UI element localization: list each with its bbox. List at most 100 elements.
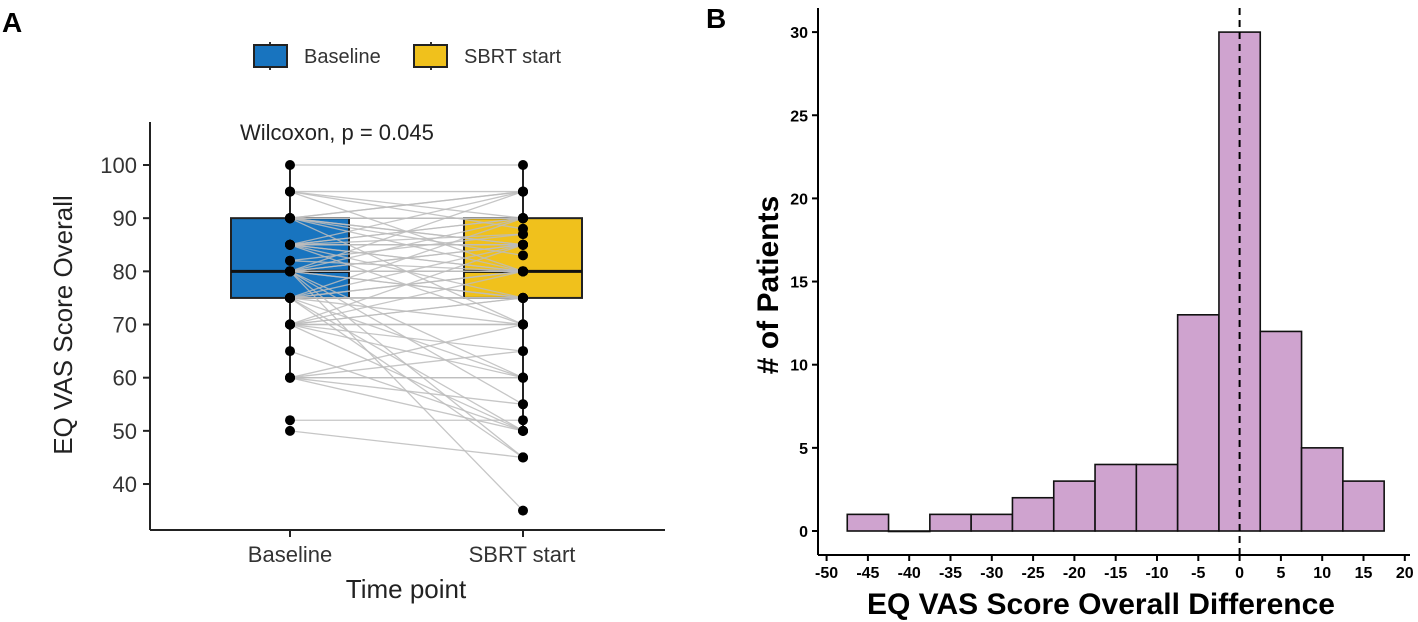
sbrt-point <box>518 346 528 357</box>
b-x-tick-label: 0 <box>1235 565 1244 582</box>
b-x-tick-label: -45 <box>856 565 879 582</box>
sbrt-point <box>518 229 528 240</box>
b-x-tick-label: -20 <box>1063 565 1086 582</box>
histogram-bar <box>1259 330 1303 532</box>
b-x-tick-label: 15 <box>1355 565 1373 582</box>
histogram-bar <box>1176 314 1220 532</box>
panel-label-a: A <box>2 7 22 38</box>
baseline-point <box>285 415 295 426</box>
panel-label-b: B <box>706 3 726 34</box>
b-x-tick-label: 10 <box>1313 565 1331 582</box>
b-x-tick-label: 20 <box>1396 565 1414 582</box>
b-x-tick-label: -35 <box>939 565 962 582</box>
histogram-bar <box>1135 463 1179 532</box>
b-y-tick-label: 5 <box>799 441 808 458</box>
baseline-point <box>285 346 295 357</box>
pair-line <box>289 323 524 379</box>
a-x-tick-label: SBRT start <box>469 542 576 567</box>
pair-line <box>289 190 524 246</box>
baseline-point <box>285 292 295 303</box>
histogram-bar <box>1052 480 1096 532</box>
sbrt-point <box>518 160 528 170</box>
sbrt-point <box>518 372 528 383</box>
pair-line <box>289 323 524 352</box>
pair-line <box>289 217 524 299</box>
baseline-point <box>285 319 295 330</box>
histogram-bar <box>846 513 890 532</box>
a-xlabel: Time point <box>346 574 467 604</box>
baseline-point <box>285 213 295 224</box>
a-y-tick-label: 70 <box>113 313 137 338</box>
a-y-tick-label: 90 <box>113 206 137 231</box>
a-y-tick-label: 40 <box>113 472 137 497</box>
sbrt-point <box>518 292 528 303</box>
b-y-tick-label: 15 <box>790 275 808 292</box>
histogram-bar <box>1342 480 1385 532</box>
pair-line <box>289 350 524 379</box>
b-xlabel: EQ VAS Score Overall Difference <box>867 588 1335 621</box>
b-y-tick-label: 0 <box>799 524 808 541</box>
sbrt-point <box>518 399 528 410</box>
histogram-bar <box>970 513 1014 532</box>
b-x-tick-label: -5 <box>1191 565 1205 582</box>
sbrt-point <box>518 239 528 250</box>
pair-line <box>289 430 524 459</box>
pair-line <box>289 190 524 219</box>
a-y-tick-label: 100 <box>100 153 137 178</box>
pair-line <box>289 377 524 432</box>
legend-label-baseline: Baseline <box>304 46 381 68</box>
baseline-point <box>285 255 295 266</box>
b-y-tick-label: 10 <box>790 358 808 375</box>
a-ylabel: EQ VAS Score Overall <box>48 195 78 455</box>
histogram-bar <box>929 513 972 532</box>
histogram-bar <box>887 530 931 533</box>
pair-line <box>289 377 524 405</box>
b-x-tick-label: -40 <box>898 565 921 582</box>
baseline-point <box>285 425 295 436</box>
legend-label-sbrt: SBRT start <box>464 46 562 68</box>
sbrt-point <box>518 250 528 261</box>
baseline-point <box>285 186 295 197</box>
pair-line <box>289 190 524 272</box>
baseline-point <box>285 266 295 277</box>
pair-line <box>289 217 524 272</box>
histogram-bar <box>1011 496 1055 532</box>
baseline-point <box>285 239 295 250</box>
wilcoxon-annotation: Wilcoxon, p = 0.045 <box>240 120 434 145</box>
b-x-tick-label: -30 <box>980 565 1003 582</box>
baseline-point <box>285 160 295 170</box>
b-x-tick-label: -25 <box>1022 565 1045 582</box>
pair-line <box>289 297 524 326</box>
sbrt-point <box>518 319 528 330</box>
pair-line <box>289 233 524 246</box>
a-y-tick-label: 50 <box>113 419 137 444</box>
pair-line <box>289 244 524 299</box>
sbrt-point <box>518 213 528 224</box>
pair-line <box>289 244 524 326</box>
b-x-tick-label: -50 <box>815 565 838 582</box>
a-x-tick-label: Baseline <box>248 542 332 567</box>
baseline-point <box>285 372 295 383</box>
sbrt-point <box>518 415 528 426</box>
b-y-tick-label: 30 <box>790 25 808 42</box>
sbrt-point <box>518 505 528 516</box>
b-ylabel: # of Patients <box>752 196 785 374</box>
histogram-bar <box>1218 31 1262 532</box>
pair-line <box>289 233 524 262</box>
b-y-tick-label: 20 <box>790 191 808 208</box>
b-x-tick-label: -10 <box>1145 565 1168 582</box>
b-x-tick-label: -15 <box>1104 565 1127 582</box>
histogram-bar <box>1300 447 1344 532</box>
histogram-bar <box>1094 463 1138 532</box>
sbrt-point <box>518 266 528 277</box>
sbrt-point <box>518 452 528 463</box>
legend-key-sbrt <box>413 44 448 68</box>
pair-line <box>289 270 524 326</box>
b-y-tick-label: 25 <box>790 108 808 125</box>
sbrt-point <box>518 425 528 436</box>
a-y-tick-label: 80 <box>113 259 137 284</box>
legend-key-baseline <box>253 44 288 68</box>
sbrt-point <box>518 186 528 197</box>
b-x-tick-label: 5 <box>1276 565 1285 582</box>
